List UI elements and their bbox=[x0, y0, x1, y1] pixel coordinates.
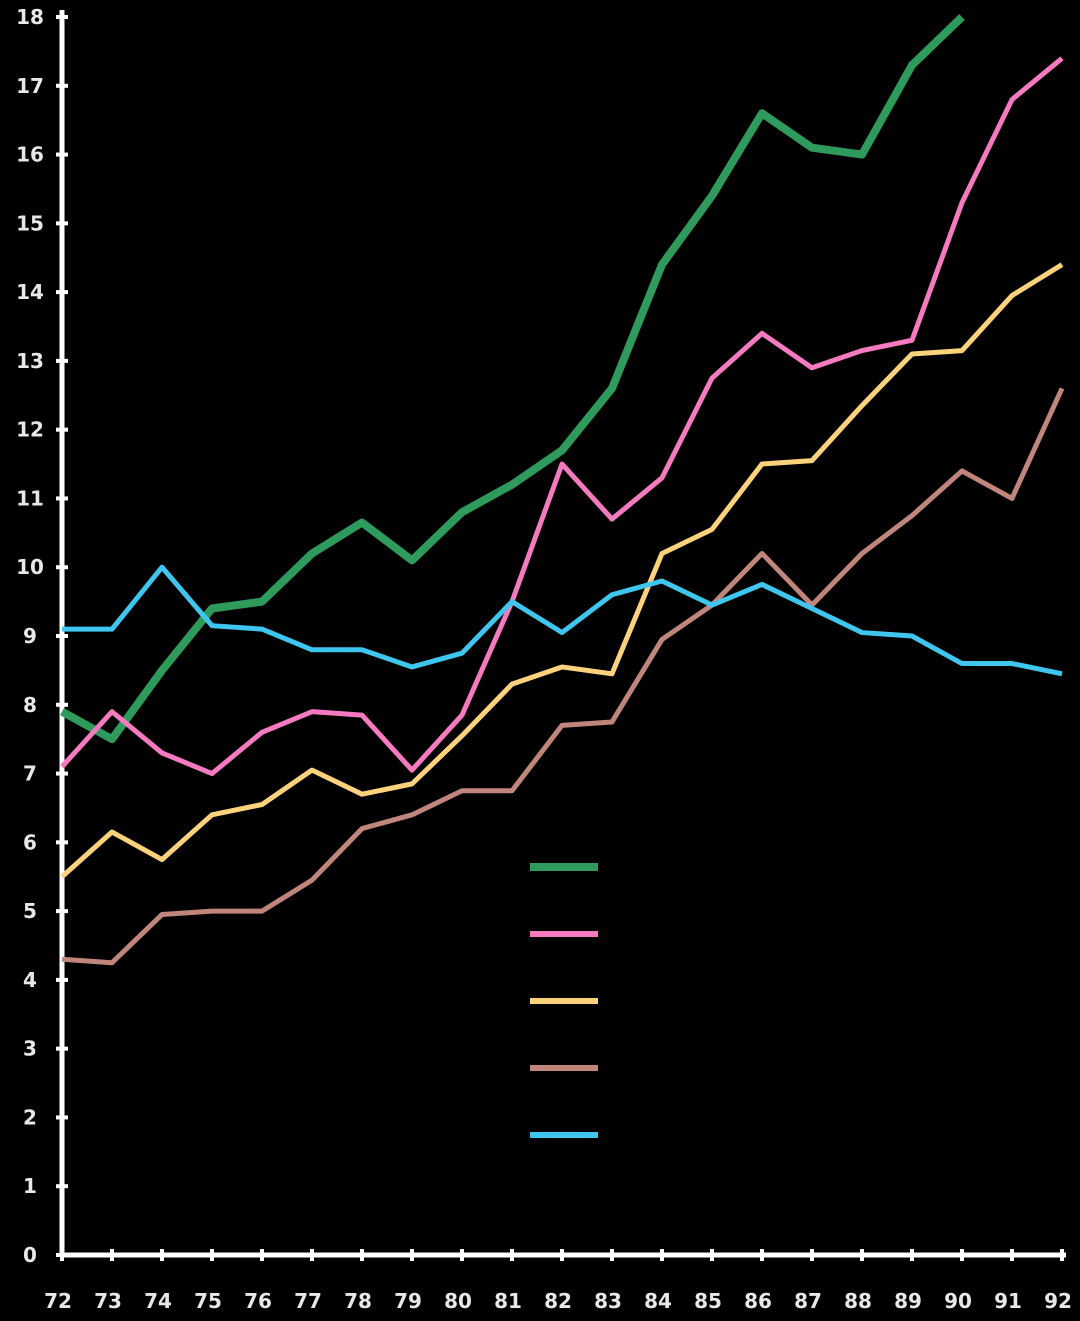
x-tick-label: 88 bbox=[844, 1289, 872, 1313]
series-line-2 bbox=[60, 56, 1064, 777]
y-tick-label: 3 bbox=[23, 1037, 37, 1061]
x-tick-label: 87 bbox=[794, 1289, 822, 1313]
x-tick-label: 92 bbox=[1044, 1289, 1072, 1313]
y-tick-label: 5 bbox=[23, 899, 37, 923]
x-tick-label: 78 bbox=[344, 1289, 372, 1313]
x-tick-label: 79 bbox=[394, 1289, 422, 1313]
y-tick-label: 14 bbox=[16, 280, 44, 304]
x-tick-label: 76 bbox=[244, 1289, 272, 1313]
x-tick-label: 77 bbox=[294, 1289, 322, 1313]
x-tick-label: 90 bbox=[944, 1289, 972, 1313]
y-tick-label: 10 bbox=[16, 555, 44, 579]
series-line-5 bbox=[62, 564, 1063, 677]
x-tick-label: 80 bbox=[444, 1289, 472, 1313]
legend bbox=[530, 863, 598, 1138]
x-tick-label: 82 bbox=[544, 1289, 572, 1313]
y-tick-label: 18 bbox=[16, 5, 44, 29]
y-tick-label: 15 bbox=[16, 211, 44, 235]
x-tick-label: 75 bbox=[194, 1289, 222, 1313]
y-tick-label: 9 bbox=[23, 624, 37, 648]
y-tick-label: 2 bbox=[23, 1105, 37, 1129]
y-tick-label: 13 bbox=[16, 349, 44, 373]
x-tick-label: 83 bbox=[594, 1289, 622, 1313]
y-tick-label: 17 bbox=[16, 74, 44, 98]
x-tick-label: 84 bbox=[644, 1289, 672, 1313]
x-tick-label: 91 bbox=[994, 1289, 1022, 1313]
x-tick-label: 85 bbox=[694, 1289, 722, 1313]
y-tick-label: 16 bbox=[16, 143, 44, 167]
y-tick-label: 8 bbox=[23, 693, 37, 717]
y-tick-label: 6 bbox=[23, 830, 37, 854]
y-tick-label: 11 bbox=[16, 486, 44, 510]
x-tick-label: 89 bbox=[894, 1289, 922, 1313]
y-tick-label: 7 bbox=[23, 762, 37, 786]
series-line-3 bbox=[60, 262, 1064, 879]
y-tick-label: 12 bbox=[16, 418, 44, 442]
series-line-1 bbox=[60, 14, 965, 744]
y-tick-label: 0 bbox=[23, 1243, 37, 1267]
y-tick-label: 1 bbox=[23, 1174, 37, 1198]
series-line-4 bbox=[61, 387, 1065, 966]
x-tick-label: 74 bbox=[144, 1289, 172, 1313]
x-tick-label: 72 bbox=[44, 1289, 72, 1313]
y-tick-label: 4 bbox=[23, 968, 37, 992]
x-tick-label: 86 bbox=[744, 1289, 772, 1313]
x-tick-label: 81 bbox=[494, 1289, 522, 1313]
x-tick-label: 73 bbox=[94, 1289, 122, 1313]
